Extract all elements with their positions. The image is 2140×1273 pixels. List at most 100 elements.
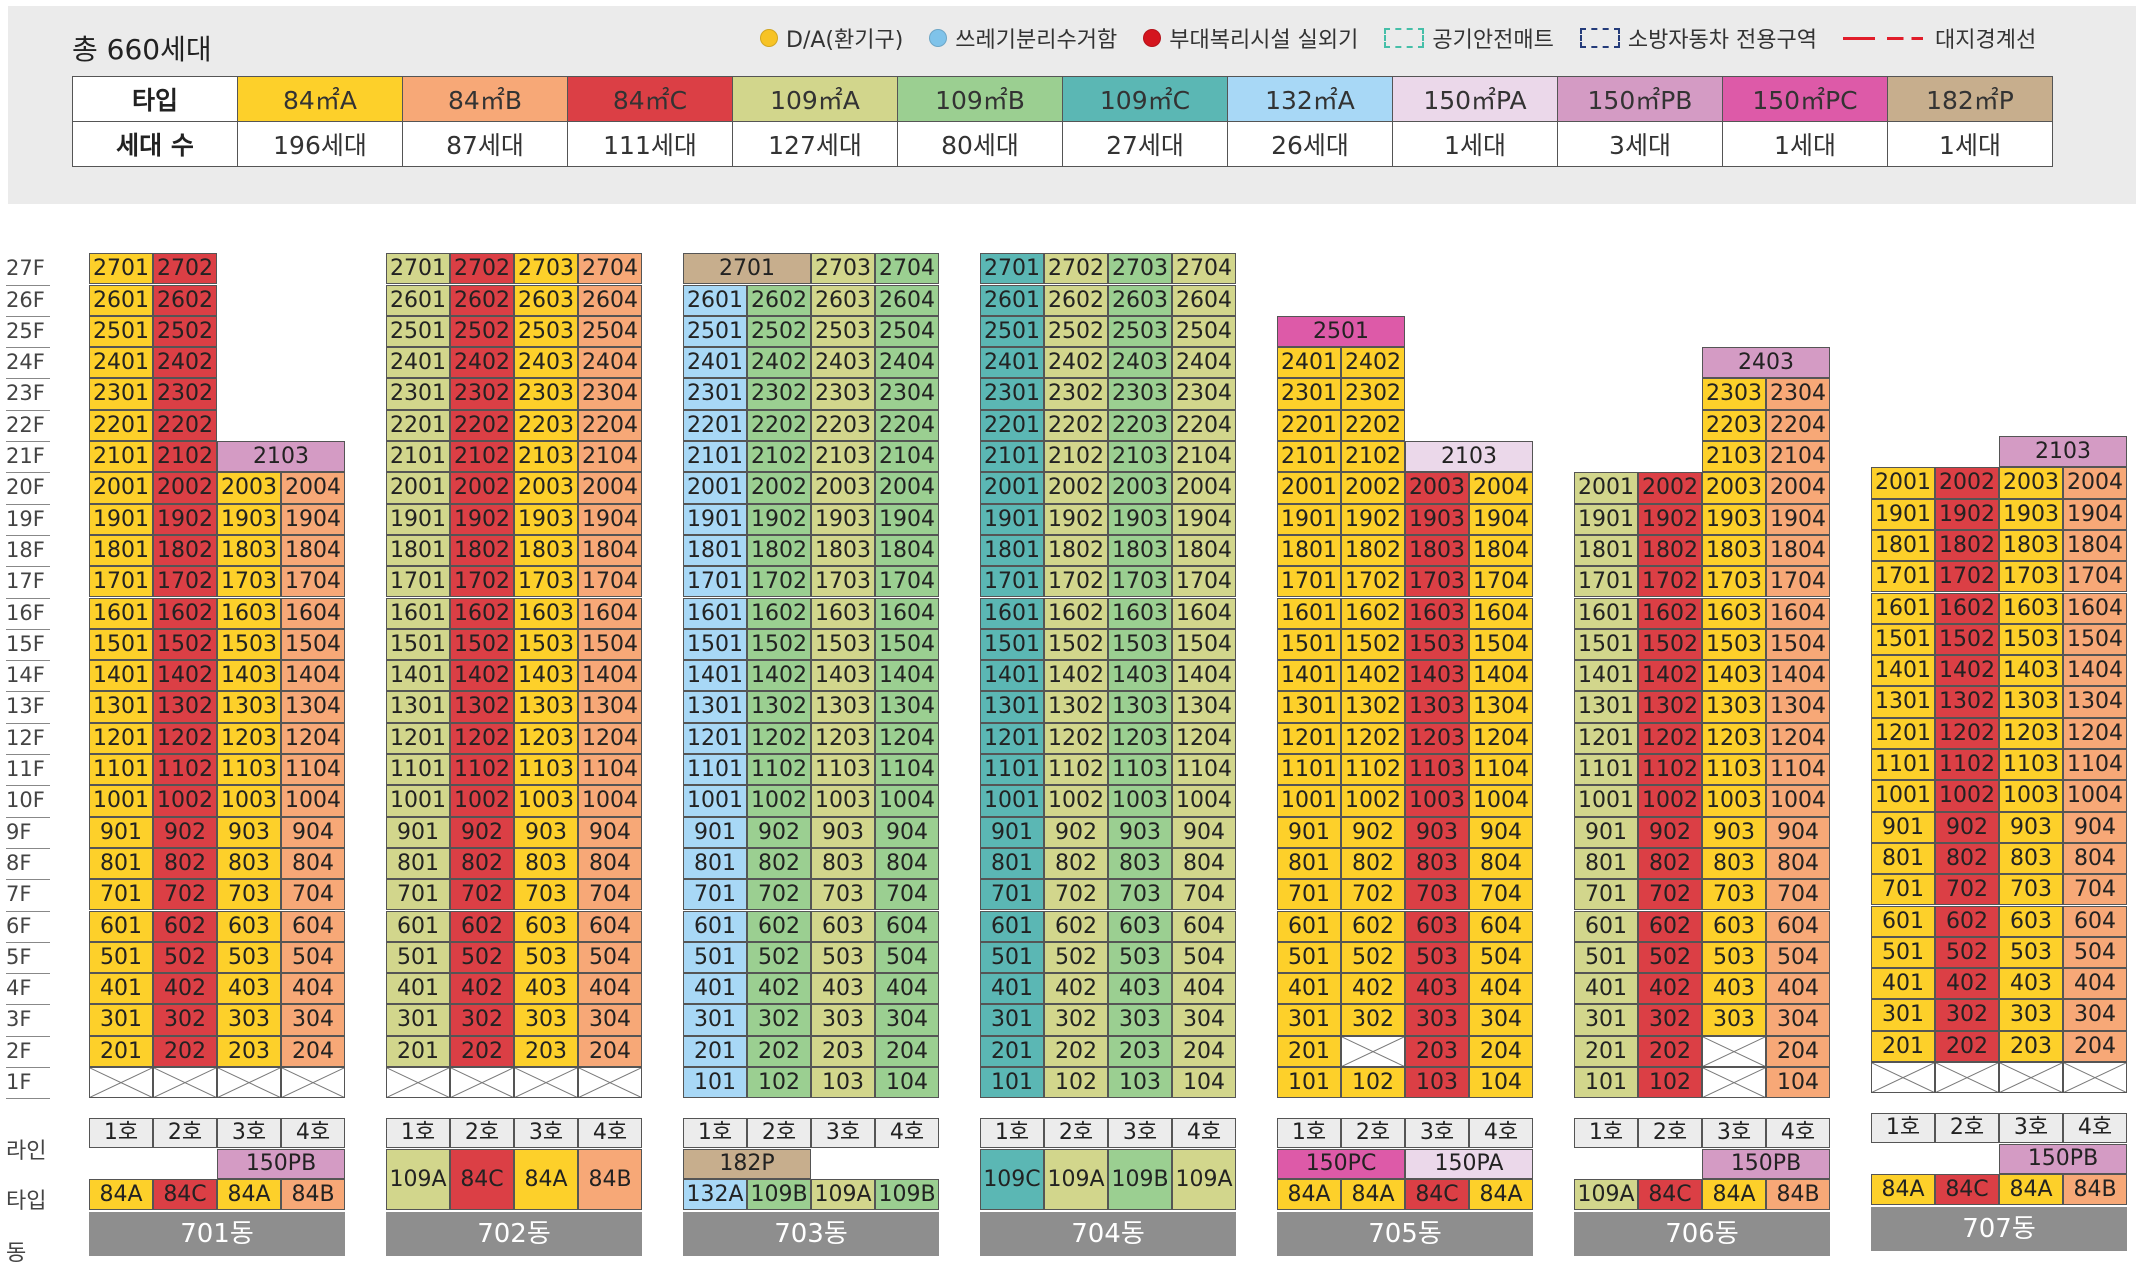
unit-cell: 2101 <box>1277 441 1341 473</box>
unit-cell: 202 <box>1935 1030 1999 1062</box>
unit-cell: 404 <box>281 973 345 1005</box>
floor-divider <box>6 472 50 474</box>
floor-label: 3F <box>6 1007 32 1032</box>
unit-cell: 402 <box>450 973 514 1005</box>
unit-cell: 1403 <box>1108 660 1172 692</box>
unit-cell: 102 <box>747 1067 811 1099</box>
unit-cell: 301 <box>683 1004 747 1036</box>
unit-cell: 301 <box>89 1004 153 1036</box>
floor-label: 8F <box>6 850 32 875</box>
type-cell: 84B <box>1766 1179 1830 1210</box>
line-number-cell: 4호 <box>281 1118 345 1148</box>
penthouse-type-cell: 150PB <box>1702 1149 1830 1179</box>
unit-cell: 2203 <box>1702 409 1766 441</box>
unit-cell: 1902 <box>1638 503 1702 535</box>
unit-cell: 1703 <box>811 566 875 598</box>
unit-cell: 802 <box>1341 847 1405 880</box>
unit-cell: 1201 <box>1574 722 1638 754</box>
unit-cell: 2202 <box>1044 409 1108 441</box>
unit-cell: 801 <box>1277 847 1341 880</box>
unit-cell: 602 <box>1044 910 1108 942</box>
unit-cell: 1302 <box>1341 691 1405 723</box>
penthouse-type-cell: 150PB <box>1999 1144 2127 1174</box>
unit-cell: 101 <box>683 1067 747 1099</box>
unit-cell: 1502 <box>1044 628 1108 661</box>
unit-cell: 701 <box>386 879 450 911</box>
unit-cell: 1502 <box>450 628 514 661</box>
unit-cell: 1301 <box>683 691 747 723</box>
unit-cell: 204 <box>1469 1035 1533 1067</box>
unit-cell: 404 <box>1766 973 1830 1005</box>
unit-cell: 2001 <box>1871 467 1935 499</box>
unit-cell: 902 <box>1341 816 1405 848</box>
unit-cell: 603 <box>1999 905 2063 937</box>
floor-divider <box>6 816 50 818</box>
unit-cell: 1101 <box>1871 749 1935 781</box>
unit-cell: 1101 <box>1574 754 1638 786</box>
unit-cell: 703 <box>1702 879 1766 911</box>
unit-cell: 1102 <box>1935 749 1999 781</box>
unit-cell: 1901 <box>1277 503 1341 535</box>
unit-cell: 404 <box>578 973 642 1005</box>
unit-cell: 2001 <box>1277 472 1341 504</box>
unit-cell: 903 <box>1702 816 1766 848</box>
unit-cell: 1103 <box>1999 749 2063 781</box>
unit-cell: 702 <box>1044 879 1108 911</box>
unit-cell: 2303 <box>811 378 875 410</box>
type-cell: 84C <box>153 1179 217 1210</box>
line-number-cell: 2호 <box>450 1118 514 1148</box>
unit-cell: 501 <box>1277 941 1341 974</box>
unit-cell: 602 <box>153 910 217 942</box>
unit-cell: 1602 <box>450 597 514 629</box>
penthouse-unit-cell: 2103 <box>1405 441 1533 473</box>
unit-cell: 1704 <box>1766 566 1830 598</box>
floor-divider <box>6 534 50 536</box>
unit-cell: 1604 <box>281 597 345 629</box>
unit-cell: 1304 <box>1469 691 1533 723</box>
unit-cell: 1603 <box>811 597 875 629</box>
type-cell: 132㎡A <box>1227 76 1393 122</box>
unit-cell: 1804 <box>875 534 939 567</box>
unit-cell: 1904 <box>1469 503 1533 535</box>
unit-cell: 1901 <box>1574 503 1638 535</box>
unit-cell: 1902 <box>1044 503 1108 535</box>
unit-cell: 2104 <box>875 441 939 473</box>
line-number-cell: 3호 <box>514 1118 578 1148</box>
unit-cell: 1703 <box>217 566 281 598</box>
building-name-bar: 703동 <box>683 1212 939 1256</box>
unit-cell: 302 <box>1341 1004 1405 1036</box>
line-number-cell: 4호 <box>1469 1118 1533 1148</box>
unit-cell: 1203 <box>217 722 281 754</box>
unit-cell: 1302 <box>450 691 514 723</box>
unit-cell: 1201 <box>1871 717 1935 749</box>
unit-cell: 1403 <box>1702 660 1766 692</box>
legend-item: 공기안전매트 <box>1384 22 1554 54</box>
empty-unit-cell <box>578 1067 642 1099</box>
unit-cell: 1502 <box>747 628 811 661</box>
type-cell: 109㎡A <box>732 76 898 122</box>
unit-cell: 1102 <box>1638 754 1702 786</box>
type-cell: 109A <box>1044 1149 1108 1210</box>
cross-icon <box>2000 1063 2062 1093</box>
unit-cell: 2402 <box>1044 347 1108 379</box>
unit-cell: 301 <box>386 1004 450 1036</box>
unit-cell: 1904 <box>1172 503 1236 535</box>
unit-cell: 1303 <box>811 691 875 723</box>
type-cell: 109A <box>1574 1179 1638 1210</box>
unit-cell: 701 <box>89 879 153 911</box>
unit-cell: 2602 <box>1044 284 1108 316</box>
unit-cell: 704 <box>1766 879 1830 911</box>
unit-cell: 2003 <box>1702 472 1766 504</box>
cross-icon <box>2064 1063 2126 1093</box>
unit-cell: 404 <box>1172 973 1236 1005</box>
legend-dot-icon <box>760 29 778 47</box>
unit-cell: 1103 <box>1405 754 1469 786</box>
unit-cell: 1502 <box>1935 623 1999 656</box>
unit-cell: 1903 <box>1108 503 1172 535</box>
unit-cell: 1902 <box>450 503 514 535</box>
unit-cell: 2004 <box>1469 472 1533 504</box>
penthouse-type-cell: 182P <box>683 1149 811 1179</box>
unit-cell: 1801 <box>1871 529 1935 562</box>
cross-icon <box>515 1068 577 1098</box>
unit-cell: 1503 <box>1999 623 2063 656</box>
